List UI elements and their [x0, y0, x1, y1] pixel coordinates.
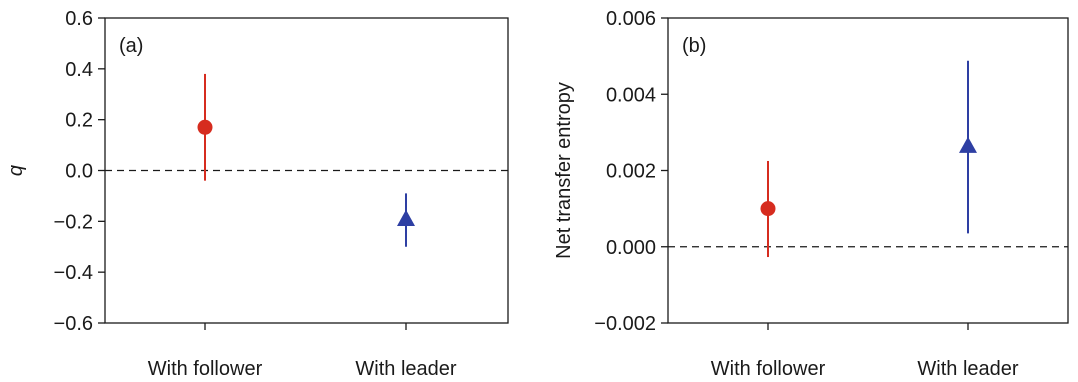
y-axis-title: q [5, 165, 27, 176]
data-point-triangle [959, 137, 977, 153]
y-tick-label: −0.002 [594, 313, 656, 335]
panel-a: −0.6 −0.4 −0.2 0.0 0.2 0.4 0.6 With follower Wit… [5, 8, 508, 380]
data-point-circle [198, 120, 213, 135]
panel-b: −0.002 0.000 0.002 0.004 0.006 With follower W… [553, 8, 1068, 380]
y-tick-label: 0.000 [606, 237, 656, 259]
y-tick-label: −0.4 [54, 262, 93, 284]
y-tick-label: 0.004 [606, 84, 656, 106]
y-tick-label: −0.2 [54, 211, 93, 233]
y-axis-title: Net transfer entropy [553, 82, 575, 259]
y-tick-label: 0.0 [65, 161, 93, 183]
data-point-triangle [397, 210, 415, 226]
panel-label: (a) [119, 35, 143, 57]
panel-label: (b) [682, 35, 706, 57]
x-tick-label: With follower [711, 358, 826, 380]
y-tick-label: −0.6 [54, 313, 93, 335]
y-tick-label: 0.2 [65, 110, 93, 132]
y-tick-label: 0.006 [606, 8, 656, 30]
y-tick-label: 0.002 [606, 161, 656, 183]
data-point-circle [761, 201, 776, 216]
x-tick-label: With follower [148, 358, 263, 380]
y-tick-label: 0.6 [65, 8, 93, 30]
plot-frame [668, 18, 1068, 323]
x-tick-label: With leader [917, 358, 1018, 380]
y-tick-label: 0.4 [65, 59, 93, 81]
x-tick-label: With leader [355, 358, 456, 380]
